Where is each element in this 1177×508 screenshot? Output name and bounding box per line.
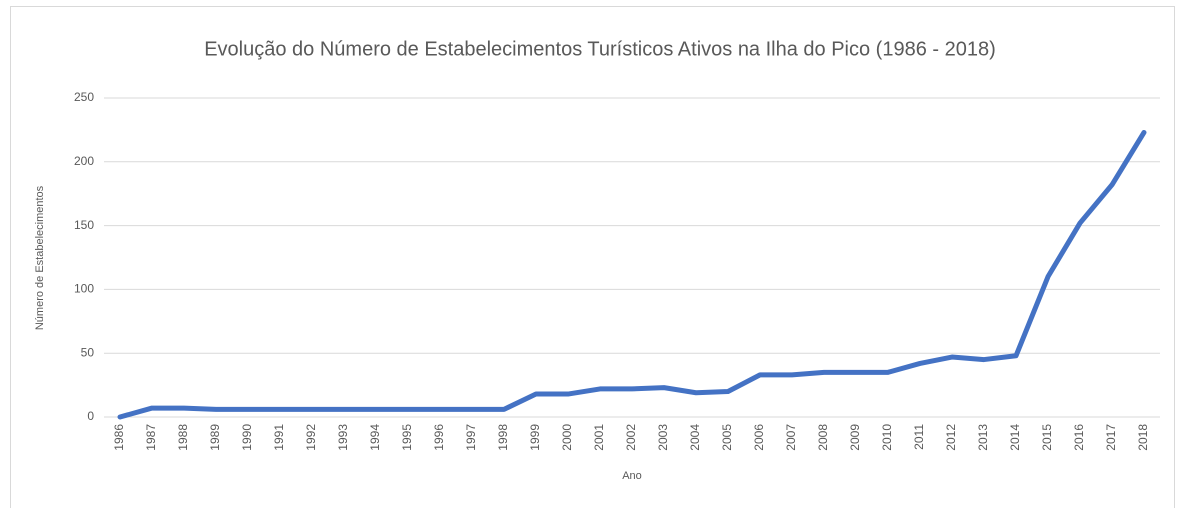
x-tick-label: 2010 xyxy=(880,424,894,451)
x-tick-label: 2018 xyxy=(1136,424,1150,451)
x-tick-label: 1987 xyxy=(144,424,158,451)
y-tick-label: 50 xyxy=(81,345,95,359)
x-tick-label: 1990 xyxy=(240,424,254,451)
x-tick-label: 2014 xyxy=(1008,424,1022,451)
x-tick-label: 2005 xyxy=(720,424,734,451)
chart-title: Evolução do Número de Estabelecimentos T… xyxy=(204,38,996,60)
data-line xyxy=(117,129,1147,420)
x-tick-label: 1997 xyxy=(464,424,478,451)
y-axis-title: Número de Estabelecimentos xyxy=(34,185,46,330)
x-tick-label: 1988 xyxy=(176,424,190,451)
x-tick-label: 2009 xyxy=(848,424,862,451)
x-tick-label: 1994 xyxy=(368,424,382,451)
x-tick-label: 2008 xyxy=(816,424,830,451)
x-tick-label: 1998 xyxy=(496,424,510,451)
x-tick-label: 2000 xyxy=(560,424,574,451)
x-tick-label: 2011 xyxy=(912,424,926,450)
y-tick-label: 100 xyxy=(74,282,94,296)
x-tick-label: 2006 xyxy=(752,424,766,451)
x-tick-label: 2007 xyxy=(784,424,798,451)
y-tick-label: 0 xyxy=(87,409,94,423)
x-tick-label: 1989 xyxy=(208,424,222,451)
x-tick-label: 2002 xyxy=(624,424,638,451)
x-tick-label: 2001 xyxy=(592,424,606,451)
x-tick-label: 2015 xyxy=(1040,424,1054,451)
x-tick-label: 1986 xyxy=(112,424,126,451)
x-tick-label: 2017 xyxy=(1104,424,1118,451)
x-tick-label: 2003 xyxy=(656,424,670,451)
x-tick-label: 1995 xyxy=(400,424,414,451)
x-tick-label: 1996 xyxy=(432,424,446,451)
x-axis-title: Ano xyxy=(622,470,642,482)
x-tick-label: 1993 xyxy=(336,424,350,451)
chart-border xyxy=(10,6,1175,508)
x-tick-label: 1991 xyxy=(272,424,286,451)
y-tick-label: 150 xyxy=(74,218,94,232)
x-tick-label: 2013 xyxy=(976,424,990,451)
x-tick-label: 2004 xyxy=(688,424,702,451)
x-tick-label: 1992 xyxy=(304,424,318,451)
x-tick-label: 1999 xyxy=(528,424,542,451)
y-tick-label: 200 xyxy=(74,154,94,168)
y-tick-label: 250 xyxy=(74,90,94,104)
x-tick-label: 2012 xyxy=(944,424,958,451)
x-tick-label: 2016 xyxy=(1072,424,1086,451)
